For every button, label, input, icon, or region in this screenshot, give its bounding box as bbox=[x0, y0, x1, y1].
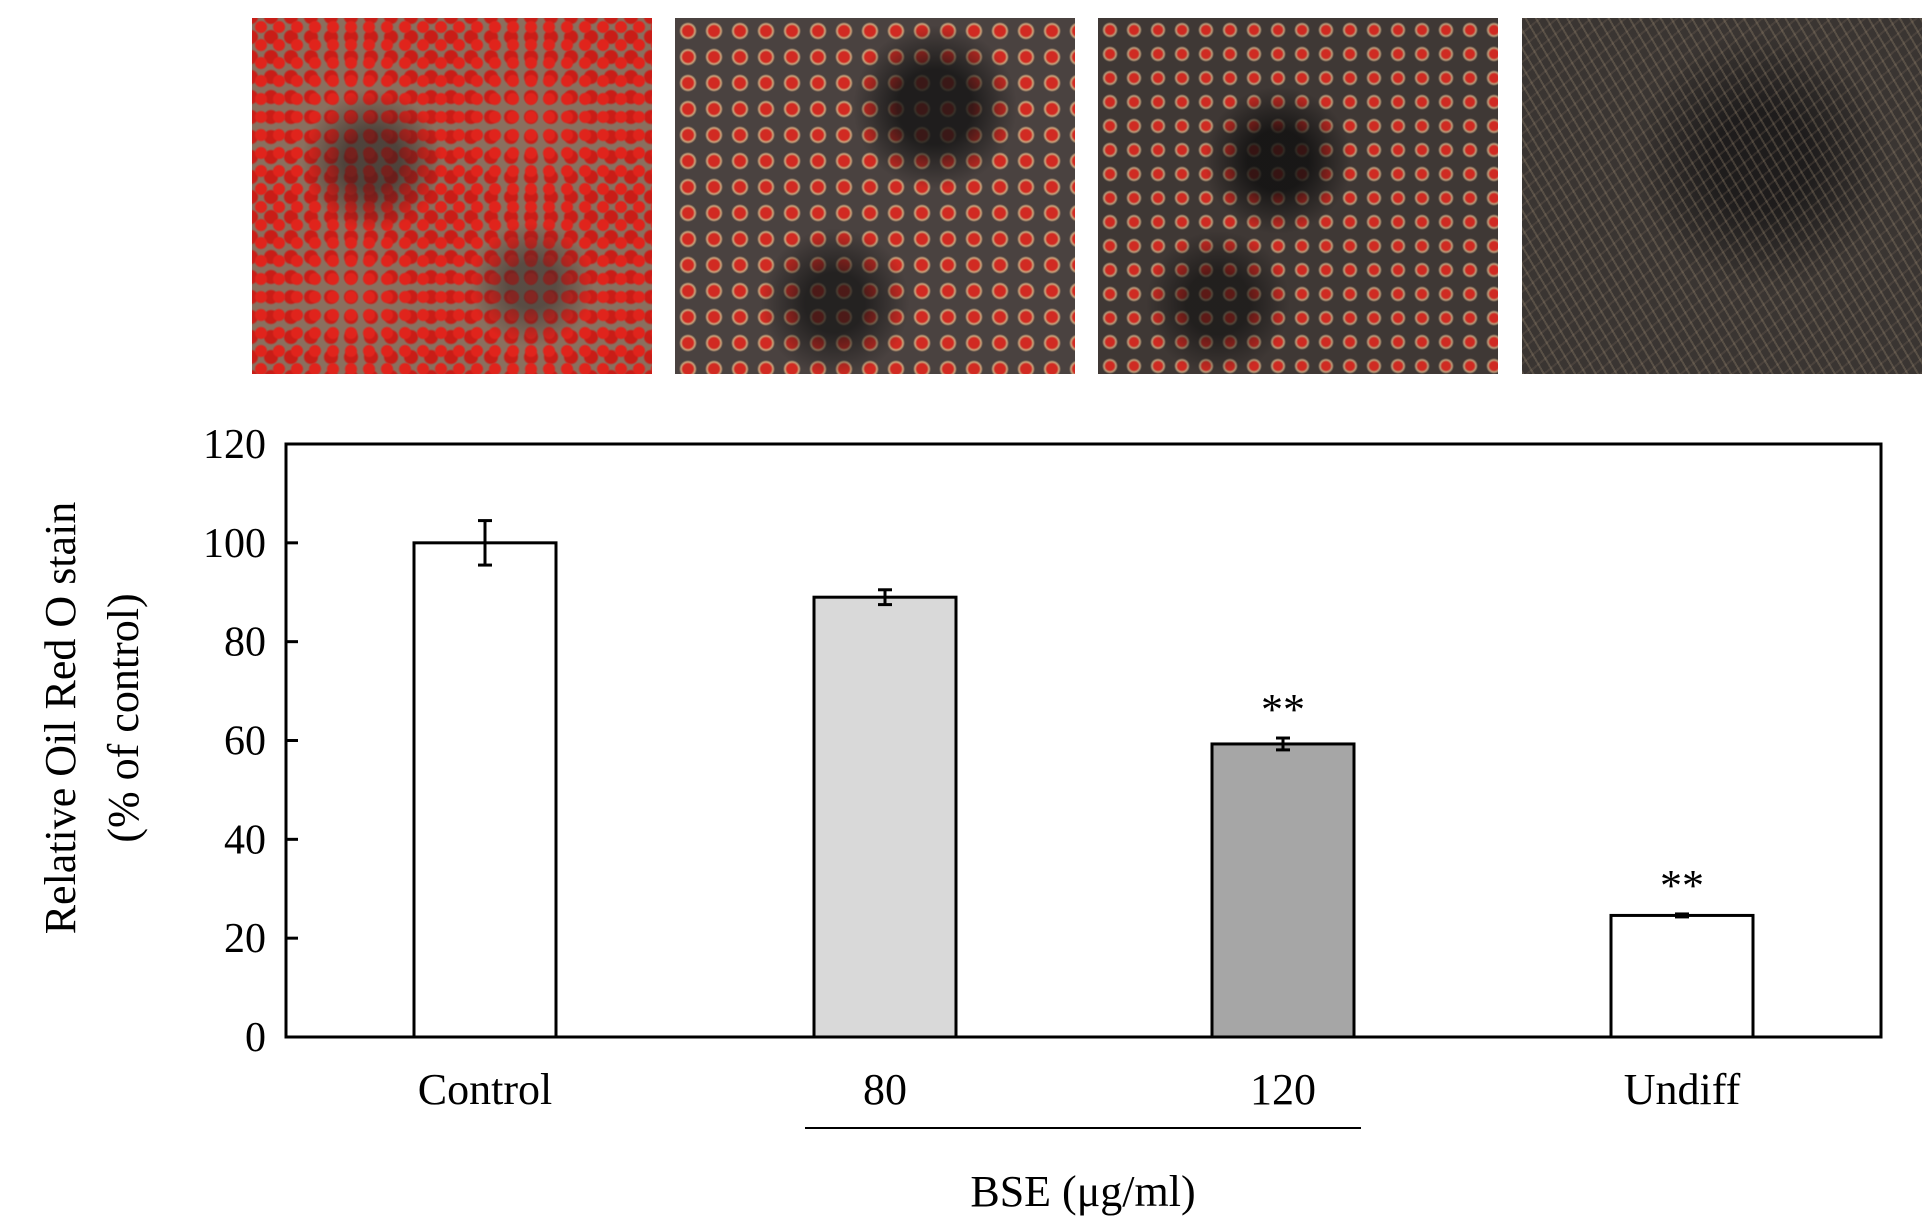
plot-frame bbox=[284, 442, 1883, 1039]
significance-marker: ** bbox=[1261, 685, 1305, 734]
micrograph-bse-80 bbox=[675, 18, 1075, 374]
y-axis-label-line1: Relative Oil Red O stain bbox=[36, 502, 85, 935]
y-tick-label: 80 bbox=[224, 620, 266, 666]
micrograph-undiff bbox=[1522, 18, 1922, 374]
y-tick-label: 20 bbox=[224, 916, 266, 962]
bar-0 bbox=[412, 541, 558, 1039]
category-label: 80 bbox=[863, 1065, 907, 1114]
micrograph-bse-120 bbox=[1098, 18, 1498, 374]
micrograph-control bbox=[252, 18, 652, 374]
y-tick-label: 40 bbox=[224, 817, 266, 863]
bar-1 bbox=[812, 595, 958, 1039]
significance-marker: ** bbox=[1660, 861, 1704, 910]
category-label: Control bbox=[418, 1065, 552, 1114]
y-tick-label: 0 bbox=[245, 1015, 266, 1061]
category-label: Undiff bbox=[1624, 1065, 1741, 1114]
bar-3 bbox=[1609, 913, 1755, 1039]
y-axis-label-line2: (% of control) bbox=[99, 593, 148, 842]
y-tick-label: 100 bbox=[203, 521, 266, 567]
bar-2 bbox=[1210, 742, 1356, 1039]
y-tick-label: 120 bbox=[203, 422, 266, 468]
category-label: 120 bbox=[1250, 1065, 1316, 1114]
bse-group-label: BSE (μg/ml) bbox=[970, 1167, 1195, 1216]
y-tick-label: 60 bbox=[224, 719, 266, 765]
